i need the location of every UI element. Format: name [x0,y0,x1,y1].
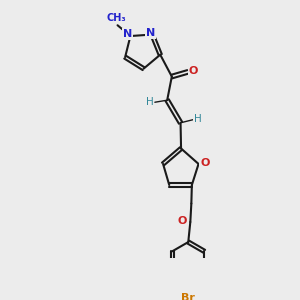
Text: N: N [146,28,155,38]
Text: N: N [123,29,132,39]
Text: CH₃: CH₃ [106,13,126,23]
Text: H: H [194,114,202,124]
Text: H: H [146,97,154,107]
Text: O: O [189,66,198,76]
Text: O: O [178,216,187,226]
Text: Br: Br [181,292,195,300]
Text: O: O [200,158,209,168]
